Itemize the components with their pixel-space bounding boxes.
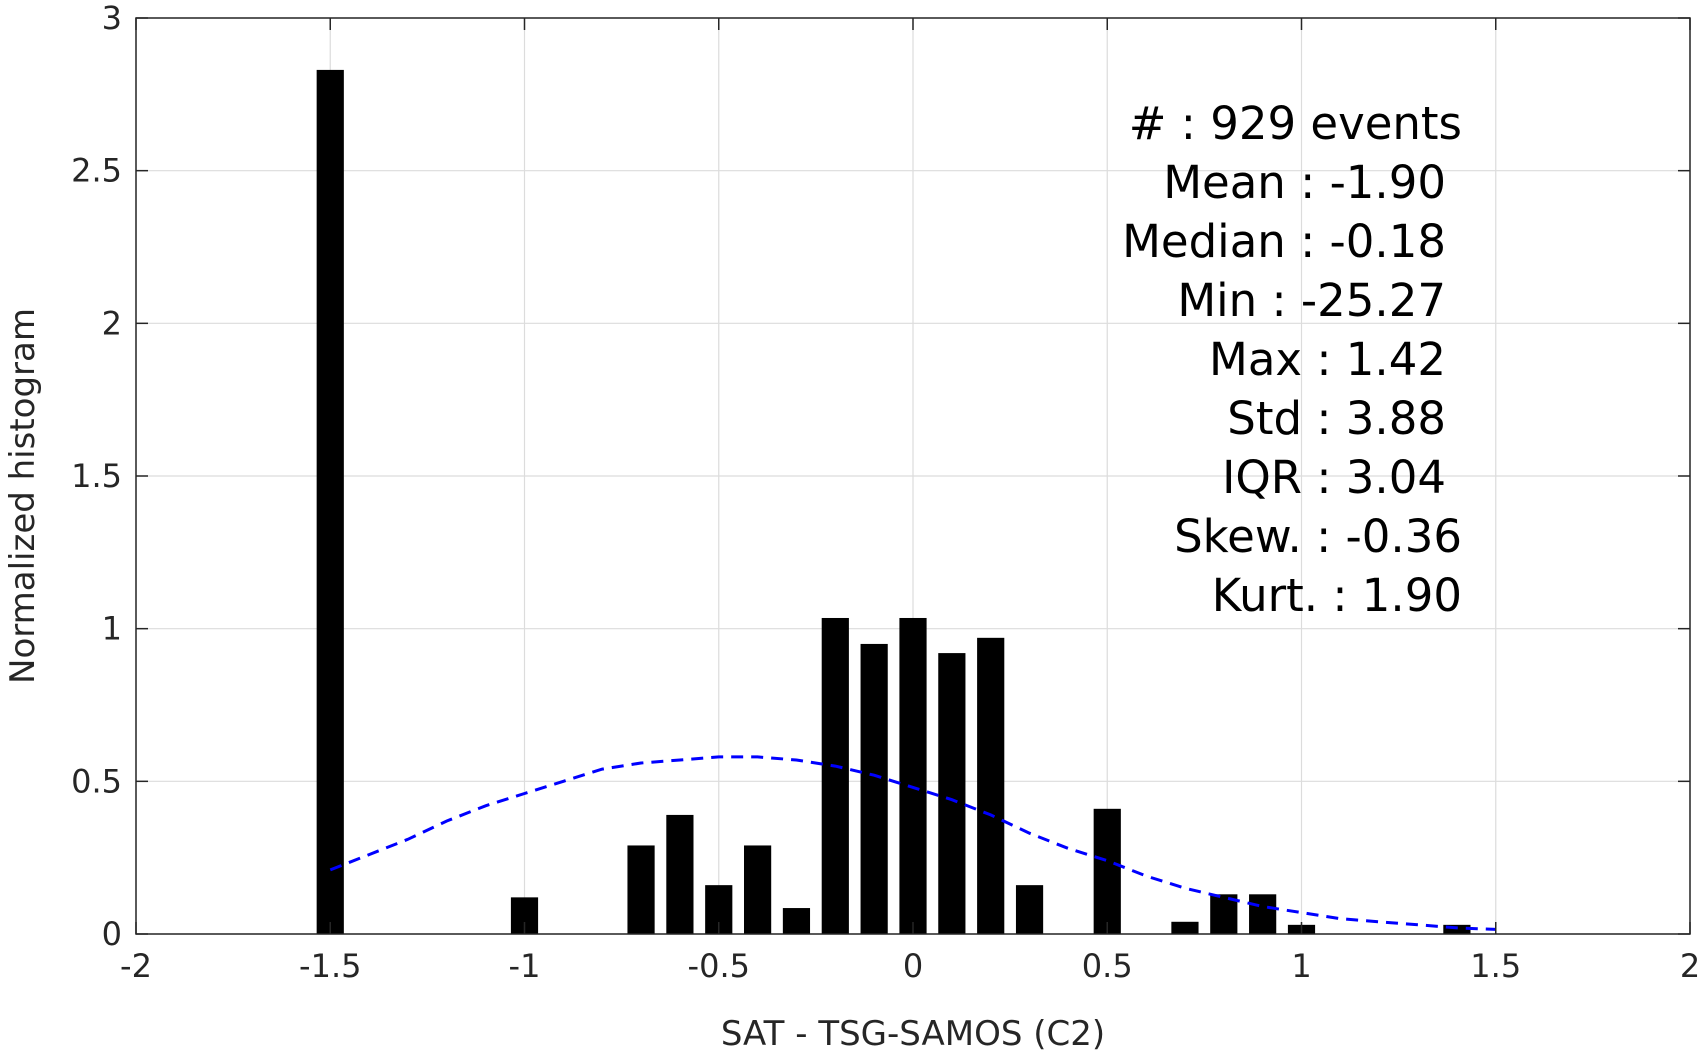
x-tick-label: -1.5 [299,947,361,985]
x-axis-label: SAT - TSG-SAMOS (C2) [721,1014,1105,1053]
histogram-bar [666,814,694,934]
fit-curve-line [329,755,1496,931]
histogram-bar [316,69,344,934]
histogram-bar [1093,808,1121,934]
histogram-bar [627,845,655,934]
histogram-bar [899,617,927,934]
histogram-bar [1171,921,1199,934]
x-tick-label: 1.5 [1470,947,1521,985]
y-axis-label: Normalized histogram [3,308,43,684]
histogram-bar [860,643,888,934]
histogram-bar [782,908,811,934]
x-tick-label: -0.5 [688,947,750,985]
histogram-bar [1443,924,1471,934]
x-tick-label: -1 [509,947,541,985]
stat-annotation-line: Max : 1.42 [1209,333,1446,386]
x-tick-label: -2 [120,947,152,985]
axis-layer [135,17,1691,935]
x-tick-label: 0.5 [1082,947,1133,985]
stat-annotation-line: Kurt. : 1.90 [1212,569,1462,622]
y-tick-label: 0 [102,915,122,953]
y-tick-label: 2.5 [71,152,122,190]
histogram-bar [821,617,849,934]
x-tick-label: 1 [1291,947,1311,985]
tick-label-layer: -2 -1.5 -1 -0.5 0 0.5 1 1.5 2 0 0.5 1 1.5 2 2.5 3 [71,0,1700,985]
stats-annotation-box: # : 929 events Mean : -1.90 Median : -0.18… [1122,97,1462,622]
stat-annotation-line: Skew. : -0.36 [1174,510,1462,563]
stat-annotation-line: Std : 3.88 [1227,392,1446,445]
stat-annotation-line: Median : -0.18 [1122,215,1446,268]
histogram-bar [977,637,1005,934]
y-tick-label: 2 [102,304,122,342]
stat-annotation-line: # : 929 events [1129,97,1462,150]
histogram-bar [744,845,772,934]
stat-annotation-line: Mean : -1.90 [1163,156,1446,209]
stat-annotation-line: Min : -25.27 [1177,274,1446,327]
y-tick-label: 0.5 [71,762,122,800]
y-tick-label: 1.5 [71,457,122,495]
bar-layer [316,69,1471,934]
histogram-bar [1015,885,1044,934]
y-tick-label: 1 [102,610,122,648]
histogram-bar [938,653,966,934]
fit-curve-layer [329,755,1496,931]
stat-annotation-line: IQR : 3.04 [1222,451,1446,504]
x-tick-label: 2 [1680,947,1700,985]
x-tick-label: 0 [903,947,923,985]
y-tick-label: 3 [102,0,122,37]
histogram-bar [1249,894,1277,934]
